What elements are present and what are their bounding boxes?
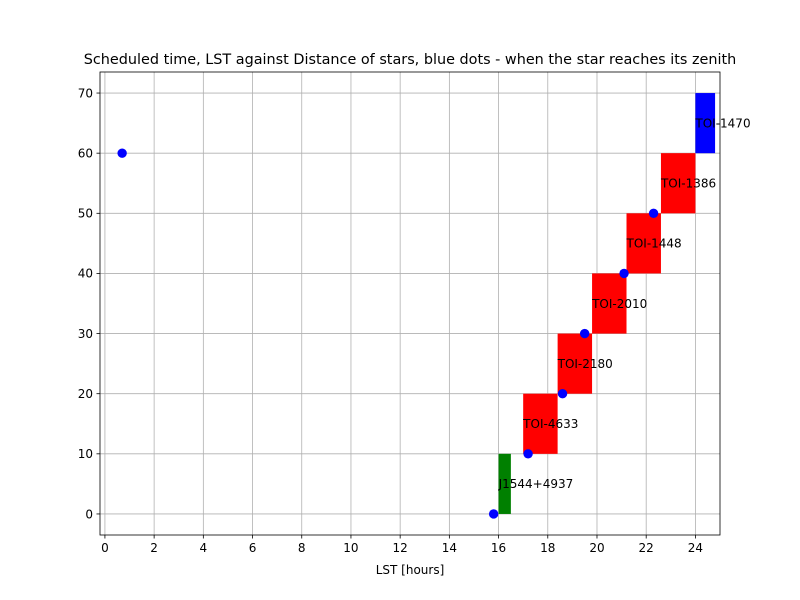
bar-toi-1470 xyxy=(695,93,716,154)
y-tick-label: 70 xyxy=(78,86,93,100)
bar-label: TOI-2180 xyxy=(557,357,613,371)
x-tick-label: 18 xyxy=(540,541,555,555)
bar-layer xyxy=(498,93,716,514)
bar-label: TOI-1386 xyxy=(660,177,716,191)
x-tick-label: 14 xyxy=(442,541,457,555)
bar-label: TOI-1470 xyxy=(694,116,750,130)
bar-label: TOI-1448 xyxy=(626,237,682,251)
zenith-point xyxy=(117,148,127,158)
zenith-point xyxy=(523,449,533,459)
bar-label: J1544+4937 xyxy=(498,477,574,491)
y-tick-label: 50 xyxy=(78,207,93,221)
y-tick-label: 30 xyxy=(78,327,93,341)
x-tick-label: 6 xyxy=(249,541,257,555)
x-tick-label: 22 xyxy=(639,541,654,555)
zenith-point xyxy=(557,388,568,399)
point-layer xyxy=(117,148,659,519)
zenith-point xyxy=(488,509,499,519)
x-tick-label: 8 xyxy=(298,541,306,555)
y-tick-label: 0 xyxy=(85,507,93,521)
x-tick-label: 10 xyxy=(343,541,358,555)
zenith-point xyxy=(619,268,629,279)
bar-toi-2180 xyxy=(557,333,593,394)
x-tick-label: 4 xyxy=(200,541,208,555)
bar-toi-2010 xyxy=(592,273,627,334)
plot-frame xyxy=(99,71,721,536)
y-tick-label: 20 xyxy=(78,387,93,401)
y-tick-label: 60 xyxy=(78,146,93,160)
x-tick-label: 12 xyxy=(393,541,408,555)
chart-title: Scheduled time, LST against Distance of … xyxy=(84,52,737,68)
bar-label-layer: J1544+4937 TOI-4633 TOI-2180 TOI-2010 TOI-14… xyxy=(498,116,751,491)
bar-toi-1448 xyxy=(626,213,661,274)
bar-label: TOI-2010 xyxy=(591,297,647,311)
x-tick-label: 20 xyxy=(589,541,604,555)
y-tick-label: 40 xyxy=(78,267,93,281)
bar-toi-4633 xyxy=(523,393,558,454)
zenith-point xyxy=(579,328,590,339)
x-tick-label: 0 xyxy=(101,541,109,555)
bar-j1544-4937 xyxy=(498,453,511,514)
bar-label: TOI-4633 xyxy=(522,417,578,431)
bar-toi-1386 xyxy=(660,153,696,214)
y-tick-label: 10 xyxy=(78,447,93,461)
x-tick-label: 2 xyxy=(150,541,158,555)
grid-layer xyxy=(100,72,720,535)
x-tick-label: 16 xyxy=(491,541,506,555)
x-tick-label: 24 xyxy=(688,541,703,555)
x-axis-label: LST [hours] xyxy=(376,563,445,577)
zenith-point xyxy=(648,208,659,219)
